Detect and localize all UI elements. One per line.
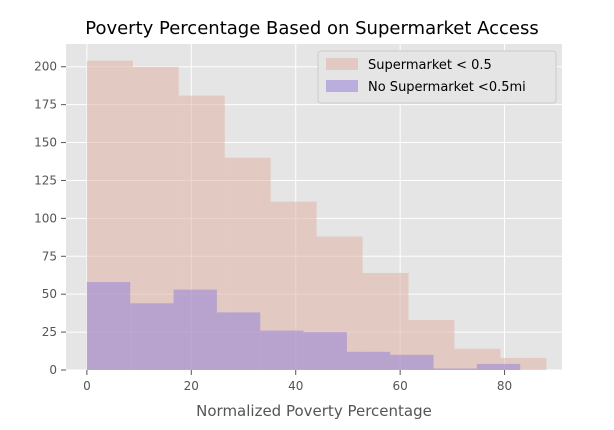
x-tick-label: 20 bbox=[184, 379, 199, 393]
histogram-bar-series-1 bbox=[216, 312, 261, 370]
x-axis-label: Normalized Poverty Percentage bbox=[196, 402, 432, 420]
x-axis-ticks: 0 20 40 60 80 bbox=[83, 370, 512, 393]
histogram-bar-series-1 bbox=[390, 354, 434, 370]
histogram-bar-series-1 bbox=[260, 330, 304, 370]
histogram-bar-series-1 bbox=[433, 368, 477, 370]
y-tick-label: 125 bbox=[34, 173, 57, 187]
y-tick-label: 0 bbox=[49, 363, 57, 377]
legend-label-no-supermarket: No Supermarket <0.5mi bbox=[368, 80, 526, 95]
histogram-bar-series-1 bbox=[130, 303, 174, 370]
legend-box bbox=[317, 50, 557, 104]
histogram-bar-series-1 bbox=[346, 351, 391, 370]
y-tick-label: 200 bbox=[34, 60, 57, 74]
histogram-bar-series-1 bbox=[173, 289, 217, 370]
y-tick-label: 25 bbox=[42, 325, 57, 339]
y-tick-label: 75 bbox=[42, 249, 57, 263]
x-tick-label: 60 bbox=[393, 379, 408, 393]
legend-swatch-no-supermarket bbox=[326, 80, 358, 92]
y-axis-ticks: 0 25 50 75 100 125 150 175 200 bbox=[34, 60, 66, 377]
chart-title: Poverty Percentage Based on Supermarket … bbox=[85, 18, 539, 39]
histogram-bar-series-1 bbox=[303, 332, 347, 370]
histogram-bar-series-1 bbox=[476, 363, 521, 370]
y-tick-label: 50 bbox=[42, 287, 57, 301]
y-tick-label: 175 bbox=[34, 98, 57, 112]
histogram-bar-series-1 bbox=[86, 282, 131, 370]
y-tick-label: 150 bbox=[34, 136, 57, 150]
legend-swatch-supermarket bbox=[326, 58, 358, 70]
y-tick-label: 100 bbox=[34, 211, 57, 225]
x-tick-label: 80 bbox=[497, 379, 512, 393]
bars bbox=[86, 60, 547, 370]
x-tick-label: 0 bbox=[83, 379, 91, 393]
legend-label-supermarket: Supermarket < 0.5 bbox=[368, 58, 492, 73]
x-tick-label: 40 bbox=[288, 379, 303, 393]
legend: Supermarket < 0.5 No Supermarket <0.5mi bbox=[317, 50, 557, 104]
